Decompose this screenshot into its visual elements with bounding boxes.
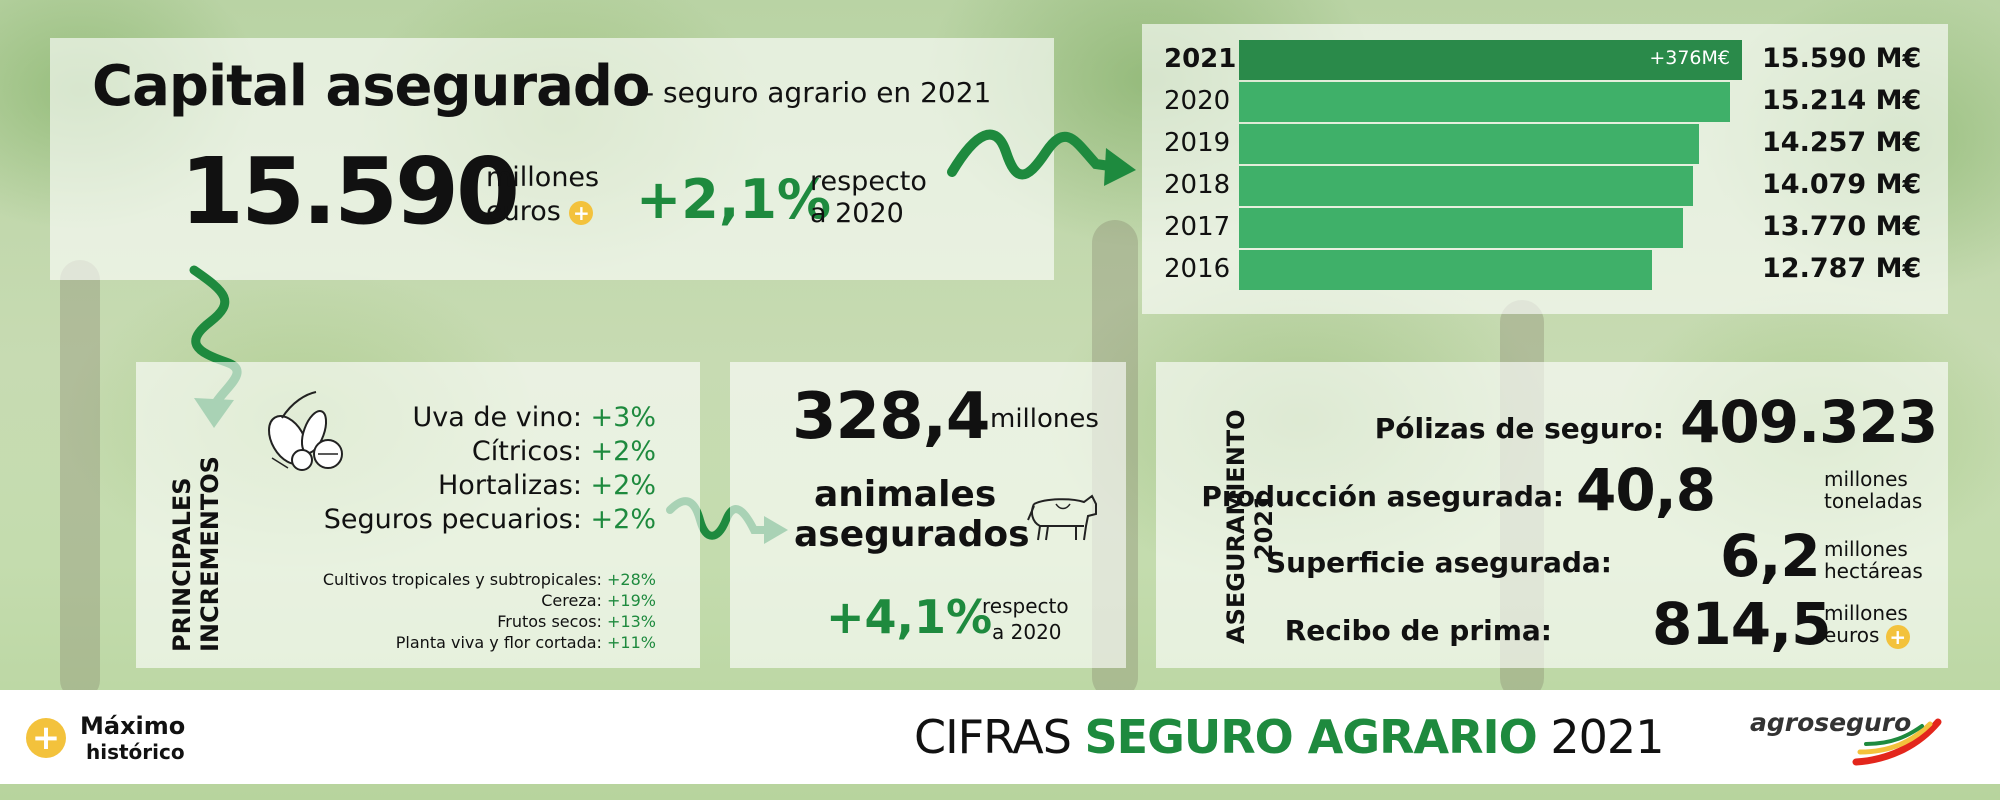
prima-value: 814,5 <box>1652 590 1831 658</box>
bar-change-label: +376M€ <box>1649 47 1730 69</box>
bar-year-label: 2018 <box>1164 170 1231 200</box>
bar-value-label: 14.257 M€ <box>1762 127 1922 158</box>
increment-item: Seguros pecuarios: +2% <box>323 504 656 535</box>
animals-compare-line1: respecto <box>982 594 1069 618</box>
superficie-label: Superficie asegurada: <box>1266 546 1612 579</box>
superficie-unit: millones hectáreas <box>1824 537 1923 583</box>
animals-compare-line2: a 2020 <box>992 620 1062 644</box>
aseguramiento-heading: ASEGURAMIENTO 2021 <box>1222 409 1278 644</box>
bar-year-label: 2019 <box>1164 128 1231 158</box>
capital-title: Capital asegurado <box>92 54 650 119</box>
footer-title: CIFRAS SEGURO AGRARIO 2021 <box>914 710 1664 764</box>
produccion-label: Producción asegurada: <box>1201 480 1564 513</box>
agroseguro-logo: agroseguro <box>1750 708 1912 737</box>
cow-icon <box>1027 494 1097 541</box>
increment-item: Cítricos: +2% <box>471 436 656 467</box>
capital-subtitle: - seguro agrario en 2021 <box>644 76 992 109</box>
capital-panel: Capital asegurado - seguro agrario en 20… <box>50 38 1054 280</box>
plus-badge-icon: + <box>1885 624 1910 649</box>
animals-value: 328,4 <box>792 380 990 454</box>
increment-item: Hortalizas: +2% <box>438 470 656 501</box>
animals-unit: millones <box>990 404 1099 434</box>
bar-value-label: 15.590 M€ <box>1762 43 1922 74</box>
bar <box>1239 208 1683 248</box>
increment-small-item: Cultivos tropicales y subtropicales: +28… <box>322 570 656 589</box>
capital-unit: millones <box>486 162 600 193</box>
prima-unit: millones euros + <box>1824 601 1910 649</box>
bar <box>1239 250 1652 290</box>
capital-change: +2,1% <box>636 168 832 231</box>
animals-panel: 328,4 millones animales asegurados +4,1%… <box>730 362 1126 668</box>
polizas-label: Pólizas de seguro: <box>1374 412 1664 445</box>
agroseguro-logo-icon <box>1852 718 1942 766</box>
yearly-bars-panel: 2021 +376M€ 15.590 M€ 2020 15.214 M€ 2019 14.2… <box>1142 24 1948 314</box>
increment-item: Uva de vino: +3% <box>412 402 656 433</box>
increment-small-item: Planta viva y flor cortada: +11% <box>395 633 656 652</box>
capital-unit-currency: euros + <box>486 196 594 227</box>
superficie-value: 6,2 <box>1720 522 1821 590</box>
bar <box>1239 166 1693 206</box>
bar-year-label: 2017 <box>1164 212 1231 242</box>
max-historic-line1: Máximo <box>80 712 186 740</box>
animals-change: +4,1% <box>826 590 993 644</box>
bar-value-label: 15.214 M€ <box>1762 85 1922 116</box>
bar-value-label: 12.787 M€ <box>1762 253 1922 284</box>
increment-small-item: Cereza: +19% <box>541 591 656 610</box>
bar-year-label: 2021 <box>1164 44 1237 74</box>
footer: + Máximo histórico CIFRAS SEGURO AGRARIO… <box>0 690 2000 784</box>
animals-label-line2: asegurados <box>794 514 1030 555</box>
bar-year-label: 2016 <box>1164 254 1231 284</box>
max-historic-line2: histórico <box>86 740 185 764</box>
plus-badge-icon: + <box>569 200 594 225</box>
bar: +376M€ <box>1239 40 1742 80</box>
background-tree-trunk <box>60 260 100 700</box>
increments-heading: PRINCIPALES INCREMENTOS <box>168 456 224 652</box>
capital-value: 15.590 <box>180 138 520 245</box>
increment-small-item: Frutos secos: +13% <box>497 612 656 631</box>
vegetables-icon <box>268 391 343 471</box>
squiggle-arrow-icon <box>947 129 1136 186</box>
animals-label-line1: animales <box>814 474 997 515</box>
polizas-value: 409.323 <box>1680 388 1938 456</box>
bar-year-label: 2020 <box>1164 86 1231 116</box>
bar-value-label: 13.770 M€ <box>1762 211 1922 242</box>
plus-badge-icon: + <box>26 718 66 758</box>
produccion-value: 40,8 <box>1576 456 1716 524</box>
bar <box>1239 124 1699 164</box>
capital-compare-line2: a 2020 <box>810 198 904 229</box>
bar-value-label: 14.079 M€ <box>1762 169 1922 200</box>
bar <box>1239 82 1730 122</box>
produccion-unit: millones toneladas <box>1824 467 1923 513</box>
capital-compare-line1: respecto <box>810 166 927 197</box>
increments-panel: PRINCIPALES INCREMENTOS Uva de vino: +3%… <box>136 362 700 668</box>
aseguramiento-panel: ASEGURAMIENTO 2021 Pólizas de seguro: 40… <box>1156 362 1948 668</box>
prima-label: Recibo de prima: <box>1284 614 1552 647</box>
